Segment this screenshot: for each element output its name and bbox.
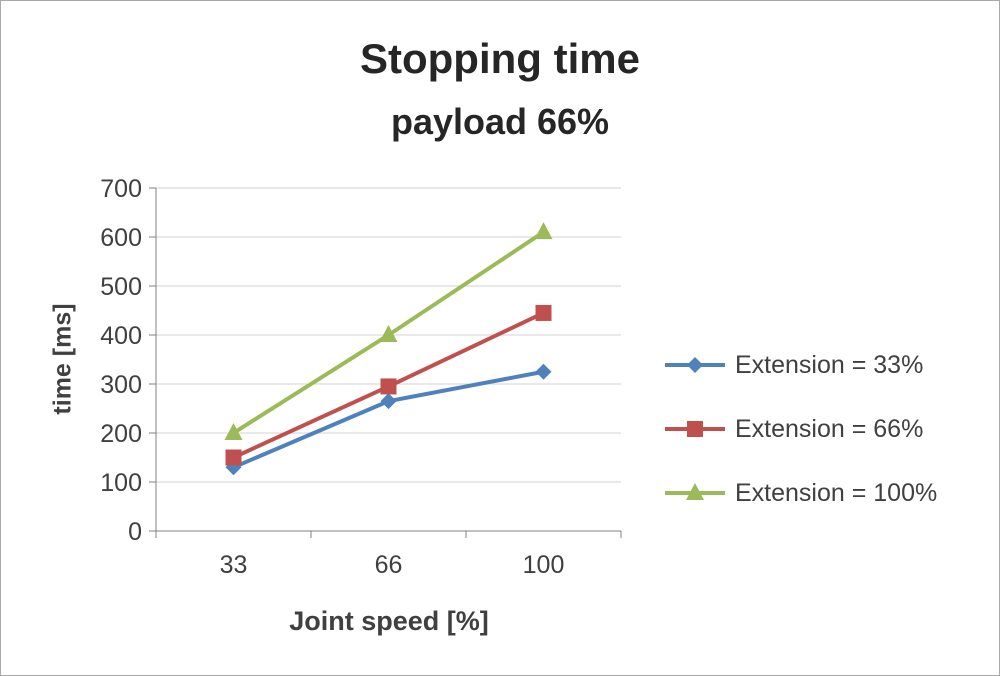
x-axis-title: Joint speed [%] bbox=[289, 606, 489, 636]
series-marker-triangle bbox=[379, 325, 398, 342]
y-tick-label: 400 bbox=[100, 322, 142, 350]
legend-item: Extension = 33% bbox=[663, 333, 998, 397]
legend-marker-triangle bbox=[665, 483, 725, 500]
legend-item: Extension = 100% bbox=[663, 461, 998, 525]
legend-marker-diamond bbox=[665, 357, 725, 373]
series-marker-triangle bbox=[224, 423, 243, 440]
legend-label: Extension = 33% bbox=[735, 350, 924, 379]
legend-label: Extension = 66% bbox=[735, 414, 924, 443]
y-tick-label: 700 bbox=[100, 175, 142, 203]
chart-title: Stopping time bbox=[360, 35, 640, 82]
series-marker-triangle bbox=[534, 222, 553, 240]
series-marker-square bbox=[225, 449, 242, 466]
series-marker-square bbox=[535, 304, 552, 321]
series-marker-diamond bbox=[535, 363, 552, 380]
y-tick-label: 100 bbox=[100, 469, 142, 497]
y-tick-label: 600 bbox=[100, 224, 142, 252]
chart-subtitle: payload 66% bbox=[390, 101, 610, 142]
series-marker-square bbox=[687, 421, 703, 437]
y-tick-label: 500 bbox=[100, 273, 142, 301]
series-marker-square bbox=[380, 378, 397, 395]
series-marker-triangle bbox=[686, 483, 704, 500]
series-marker-diamond bbox=[687, 357, 703, 373]
legend-label: Extension = 100% bbox=[735, 478, 938, 507]
series-marker-diamond bbox=[380, 393, 397, 410]
x-tick-label: 33 bbox=[220, 551, 248, 579]
y-tick-label: 200 bbox=[100, 420, 142, 448]
y-tick-label: 0 bbox=[128, 518, 142, 546]
x-tick-label: 100 bbox=[523, 551, 565, 579]
legend-item: Extension = 66% bbox=[663, 397, 998, 461]
legend: Extension = 33% Extension = 66% Extension … bbox=[663, 333, 998, 525]
y-tick-label: 300 bbox=[100, 371, 142, 399]
legend-marker-square bbox=[665, 421, 725, 437]
x-tick-label: 66 bbox=[375, 551, 403, 579]
